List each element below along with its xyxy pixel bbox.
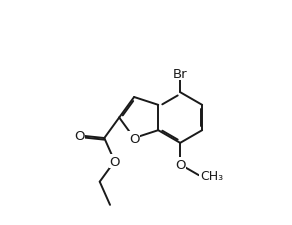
Text: O: O [110,155,120,168]
Text: O: O [74,129,84,142]
Text: O: O [129,132,139,145]
Text: O: O [175,158,185,171]
Text: Br: Br [173,67,187,80]
Text: CH₃: CH₃ [200,169,223,182]
